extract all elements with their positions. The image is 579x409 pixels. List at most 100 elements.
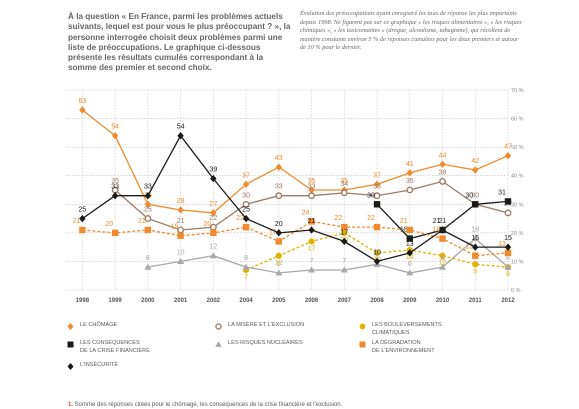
- y-tick-label: 0 %: [511, 288, 521, 294]
- data-point: [340, 189, 348, 197]
- data-point: [144, 192, 152, 200]
- legend-item: LES BOULEVERSEMENTS CLIMATIQUES: [358, 322, 488, 337]
- data-point: [242, 200, 250, 208]
- data-label: 35: [308, 178, 316, 185]
- series-3: 30 18 21 30 31: [367, 189, 512, 242]
- data-label: 38: [439, 169, 447, 176]
- data-label: 33: [275, 184, 283, 191]
- data-point: [341, 223, 348, 231]
- data-label: 24: [302, 209, 310, 216]
- y-tick-label: 10 %: [511, 259, 524, 265]
- series-line: [81, 109, 509, 214]
- data-label: 10: [373, 249, 381, 256]
- data-point: [210, 229, 217, 237]
- series-line: [82, 134, 508, 263]
- triangle-icon: [214, 340, 223, 349]
- data-label: 30: [465, 192, 473, 199]
- legend-marker-svg: [67, 363, 74, 370]
- x-tick-label: 2001: [174, 298, 188, 304]
- footnote-text: Somme des réponses citées pour le chômag…: [73, 402, 343, 408]
- data-label: 25: [78, 207, 86, 214]
- data-label: 8: [244, 255, 248, 262]
- data-point: [210, 209, 217, 217]
- legend-label: LES RISQUES NUCLÉAIRES: [228, 340, 303, 346]
- data-point: [504, 249, 512, 257]
- data-point: [373, 192, 381, 200]
- legend-label: LE CHÔMAGE: [80, 322, 118, 328]
- data-label: 37: [242, 172, 250, 179]
- data-label: 21: [433, 218, 441, 225]
- data-point: [504, 152, 512, 160]
- data-point: [111, 132, 119, 140]
- data-label: 7: [244, 274, 248, 281]
- data-label: 10: [177, 249, 185, 256]
- data-point: [406, 186, 414, 194]
- chart-legend: LE CHÔMAGE LA MISÈRE ET L'EXCLUSION LES BO…: [66, 318, 536, 376]
- footnote: 1. Somme des réponses citées pour le chô…: [68, 401, 538, 409]
- data-label: 9: [375, 252, 379, 259]
- y-tick-label: 60 %: [511, 117, 524, 123]
- data-point: [177, 132, 184, 140]
- data-point: [275, 252, 282, 260]
- data-point: [406, 249, 413, 257]
- series-line: [82, 220, 509, 257]
- data-label: 42: [471, 158, 479, 165]
- data-point: [177, 232, 184, 239]
- data-point: [79, 106, 86, 114]
- data-label: 20: [105, 221, 113, 228]
- data-label: 8: [441, 255, 445, 262]
- data-label: 15: [504, 235, 512, 242]
- data-point: [209, 223, 217, 231]
- legend-marker-svg: [359, 323, 366, 330]
- legend-label: LES CONSÉQUENCES DE LA CRISE FINANCIÈRE: [80, 340, 150, 354]
- data-point: [472, 252, 479, 259]
- data-point: [504, 209, 512, 217]
- data-label: 21: [72, 218, 80, 225]
- x-tick-label: 2000: [141, 298, 155, 304]
- hexagon-icon: [358, 322, 367, 331]
- data-label: 20: [203, 221, 211, 228]
- data-label: 47: [504, 144, 512, 151]
- data-point: [242, 180, 250, 188]
- data-label: 33: [111, 184, 119, 191]
- data-point: [275, 238, 283, 245]
- data-point: [308, 218, 315, 225]
- data-point: [439, 178, 446, 185]
- data-point: [144, 215, 152, 222]
- data-label: 30: [242, 192, 250, 199]
- x-tick-label: 2010: [436, 298, 450, 304]
- data-label: 6: [277, 261, 281, 268]
- diamond-icon: [66, 322, 75, 331]
- data-label: 22: [334, 215, 342, 222]
- data-point: [210, 174, 217, 183]
- data-label: 25: [242, 207, 250, 214]
- data-point: [308, 186, 315, 194]
- data-point: [177, 206, 184, 214]
- y-tick-label: 40 %: [511, 174, 524, 180]
- x-tick-label: 1998: [76, 298, 90, 304]
- legend-item: LA MISÈRE ET L'EXCLUSION: [214, 322, 344, 331]
- data-point: [373, 180, 381, 188]
- data-label: 9: [473, 268, 477, 275]
- data-label: 35: [111, 178, 119, 185]
- data-point: [111, 229, 119, 237]
- data-label: 17: [269, 229, 277, 236]
- x-tick-label: 1999: [108, 298, 122, 304]
- data-point: [144, 263, 152, 270]
- data-point: [373, 201, 381, 208]
- data-label: 22: [367, 215, 375, 222]
- legend-marker-svg: [67, 341, 74, 348]
- legend-item: LA DÉGRADATION DE L'ENVIRONNEMENT: [358, 340, 488, 355]
- x-tick-label: 2012: [501, 298, 515, 304]
- legend-label: LA MISÈRE ET L'EXCLUSION: [228, 322, 305, 328]
- footnote-number: 1.: [68, 402, 74, 408]
- data-point: [472, 260, 479, 268]
- data-point: [275, 192, 283, 200]
- data-label: 25: [144, 207, 152, 214]
- data-point: [79, 214, 86, 223]
- data-label: 28: [177, 198, 185, 205]
- data-label: 54: [111, 124, 119, 131]
- legend-marker: [67, 363, 74, 370]
- y-tick-label: 50 %: [511, 145, 524, 151]
- legend-marker-svg: [67, 323, 74, 330]
